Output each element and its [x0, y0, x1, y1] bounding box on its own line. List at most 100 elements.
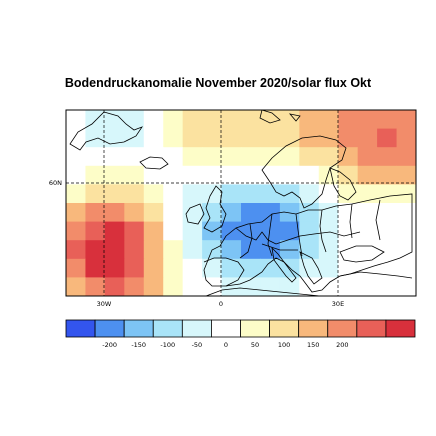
field-cell	[377, 221, 398, 241]
field-cell	[241, 165, 261, 185]
legend-swatch	[211, 319, 241, 338]
field-cell	[66, 165, 86, 185]
field-cell	[279, 128, 300, 148]
field-cell	[104, 184, 125, 204]
legend-tick-label: -150	[131, 341, 146, 349]
field-cell	[377, 184, 398, 204]
field-cell	[396, 128, 417, 148]
field-cell	[143, 165, 164, 185]
legend-tick-label: 0	[224, 341, 228, 349]
field-cell	[85, 203, 106, 223]
field-cell	[66, 184, 86, 204]
field-cell	[357, 147, 378, 167]
field-cell	[104, 128, 125, 148]
field-cell	[66, 221, 86, 241]
field-cell	[241, 110, 261, 130]
field-cell	[143, 147, 164, 167]
field-cell	[260, 240, 281, 260]
legend-swatch	[356, 319, 387, 338]
field-cell	[396, 277, 417, 297]
field-cell	[66, 277, 86, 297]
legend-tick-label: -100	[160, 341, 175, 349]
field-cell	[377, 165, 398, 185]
field-cell	[357, 165, 378, 185]
field-cell	[182, 184, 203, 204]
field-cell	[143, 110, 164, 130]
field-cell	[85, 147, 106, 167]
field-cell	[221, 147, 242, 167]
legend-tick-label: 200	[336, 341, 348, 349]
field-cell	[299, 203, 320, 223]
field-cell	[143, 277, 164, 297]
field-cell	[85, 277, 106, 297]
field-cell	[124, 147, 145, 167]
field-cell	[260, 203, 281, 223]
field-cell	[163, 221, 184, 241]
legend-swatch	[152, 319, 183, 338]
field-cell	[377, 110, 398, 130]
field-cell	[396, 221, 417, 241]
field-cell	[279, 277, 300, 297]
field-cell	[279, 165, 300, 185]
field-cell	[143, 128, 164, 148]
field-cell	[182, 147, 203, 167]
field-cell	[163, 258, 184, 278]
field-cell	[182, 128, 203, 148]
field-cell	[396, 258, 417, 278]
field-cell	[104, 203, 125, 223]
field-cell	[143, 203, 164, 223]
field-cell	[377, 240, 398, 260]
legend-tick-label: 150	[307, 341, 319, 349]
field-cell	[241, 203, 261, 223]
field-cell	[279, 147, 300, 167]
field-cell	[318, 147, 339, 167]
field-cell	[221, 110, 242, 130]
field-cell	[396, 110, 417, 130]
legend-tick-label: -50	[192, 341, 203, 349]
field-cell	[260, 128, 281, 148]
field-cell	[104, 277, 125, 297]
field-cell	[221, 240, 242, 260]
field-cell	[338, 240, 359, 260]
field-cell	[143, 258, 164, 278]
field-cell	[202, 258, 223, 278]
field-cell	[377, 128, 398, 148]
coastlines	[69, 109, 413, 297]
field-cell	[299, 258, 320, 278]
field-cell	[241, 128, 261, 148]
legend-swatch	[385, 319, 416, 338]
field-cell	[66, 203, 86, 223]
field-cell	[318, 277, 339, 297]
field-cell	[124, 110, 145, 130]
field-cell	[221, 258, 242, 278]
legend-swatch	[240, 319, 270, 338]
legend-tick-label: 50	[251, 341, 259, 349]
field-cell	[241, 147, 261, 167]
field-cell	[318, 221, 339, 241]
legend-swatch	[123, 319, 154, 338]
field-cell	[124, 277, 145, 297]
graticule	[66, 110, 416, 296]
field-cell	[338, 165, 359, 185]
field-cell	[338, 128, 359, 148]
field-cell	[202, 165, 223, 185]
legend-colorbar	[65, 319, 416, 338]
field-cell	[260, 110, 281, 130]
field-cell	[202, 203, 223, 223]
field-cell	[357, 203, 378, 223]
field-cell	[124, 165, 145, 185]
field-cell	[338, 110, 359, 130]
field-cell	[66, 128, 86, 148]
lon-label-0: 0	[219, 300, 223, 308]
field-cell	[260, 147, 281, 167]
field-cell	[396, 147, 417, 167]
field-cell	[124, 240, 145, 260]
legend-swatch	[181, 319, 212, 338]
field-cell	[396, 240, 417, 260]
legend-swatch	[327, 319, 358, 338]
field-cell	[143, 184, 164, 204]
field-cell	[357, 240, 378, 260]
field-cell	[357, 277, 378, 297]
field-cell	[241, 184, 261, 204]
field-cell	[85, 258, 106, 278]
